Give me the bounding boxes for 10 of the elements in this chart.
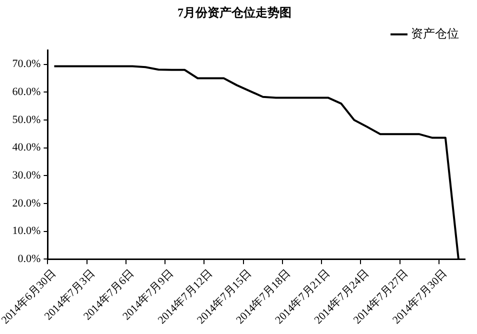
legend-label: 资产仓位 bbox=[411, 26, 459, 41]
chart-title: 7月份资产仓位走势图 bbox=[178, 5, 292, 20]
y-tick-label: 10.0% bbox=[12, 225, 41, 238]
y-tick-label: 40.0% bbox=[12, 142, 41, 154]
y-tick-label: 60.0% bbox=[12, 86, 41, 98]
y-tick-label: 0.0% bbox=[18, 253, 41, 265]
y-tick-label: 50.0% bbox=[12, 114, 41, 126]
y-tick-label: 70.0% bbox=[12, 58, 41, 70]
y-tick-label: 30.0% bbox=[12, 170, 41, 182]
y-tick-label: 20.0% bbox=[12, 197, 41, 210]
